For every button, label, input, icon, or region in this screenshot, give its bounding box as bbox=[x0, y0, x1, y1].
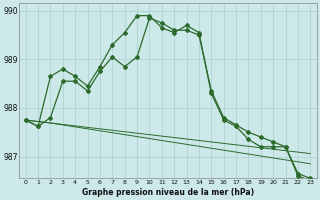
X-axis label: Graphe pression niveau de la mer (hPa): Graphe pression niveau de la mer (hPa) bbox=[82, 188, 254, 197]
